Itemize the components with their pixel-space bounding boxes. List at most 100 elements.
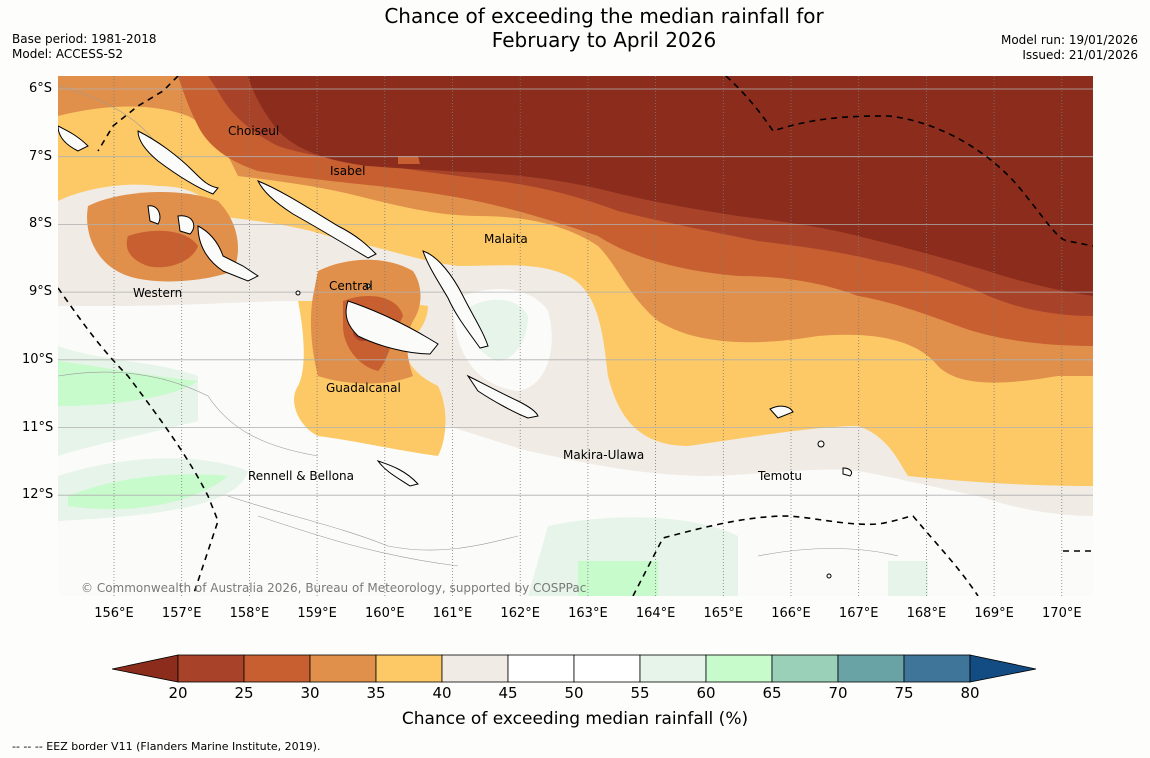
colorbar-tick-label: 45 [498,684,518,702]
colorbar-segment [837,654,905,683]
base-period: Base period: 1981-2018 [12,32,157,46]
island [817,440,825,448]
eez-border-line [97,76,179,152]
map-title: Chance of exceeding the median rainfall … [0,4,1150,52]
longitude-label: 169°E [974,606,1014,621]
title-line-1: Chance of exceeding the median rainfall … [384,4,824,28]
islands [58,125,853,579]
longitude-label: 164°E [635,606,676,621]
contour-line [227,495,519,551]
island [295,290,301,296]
longitude-label: 162°E [500,606,540,621]
zone-60-65 [68,474,228,510]
region-labels: Choiseul Isabel Malaita Central Western … [133,124,802,483]
zone-25-30 [126,230,198,268]
colorbar-extend-low [112,654,179,683]
island-rennell [376,460,419,487]
region-label-rennell-bellona: Rennell & Bellona [248,469,354,483]
longitude-label: 168°E [906,606,947,621]
contour-line [757,548,899,557]
island-isabel [256,180,377,259]
latitude-label: 9°S [28,284,52,300]
eez-border-line [58,287,219,596]
colorbar-tick-label: 80 [960,684,980,702]
island [842,467,853,477]
latitude-label: 8°S [28,216,52,232]
contour-line [58,371,319,457]
zone-below-20 [248,76,1093,296]
contour-line [58,85,159,147]
region-label-western: Western [133,286,182,300]
island-guadalcanal [345,300,439,355]
colorbar-segment [903,654,971,683]
graticule [58,76,1093,596]
model-run: Model run: 19/01/2026 [1000,33,1138,47]
colorbar-tick-label: 50 [564,684,584,702]
colorbar-segment [243,654,311,683]
region-label-isabel: Isabel [330,164,365,178]
model-name: Model: ACCESS-S2 [12,47,124,61]
zone-60-65 [578,561,658,596]
longitude-label: 163°E [568,606,608,621]
colorbar-tick-label: 20 [168,684,188,702]
longitude-label: 159°E [297,606,337,621]
region-label-makira-ulawa: Makira-Ulawa [563,448,644,462]
colorbar-segment [507,654,575,683]
island [826,573,832,579]
colorbar-segment [573,654,641,683]
region-label-choiseul: Choiseul [228,124,279,138]
region-label-guadalcanal: Guadalcanal [326,381,401,395]
island-makira [466,374,539,419]
colorbar-segment [639,654,707,683]
colorbar-tick-label: 30 [300,684,320,702]
longitude-label: 167°E [838,606,879,621]
contour-lines [58,85,899,567]
colorbar-extend-high [969,654,1037,683]
latitude-label: 7°S [28,148,52,164]
copyright-note: © Commonwealth of Australia 2026, Bureau… [81,581,586,595]
colorbar-tick-label: 60 [696,684,716,702]
longitude-label: 161°E [432,606,473,621]
meta-left: Base period: 1981-2018 Model: ACCESS-S2 [12,32,157,62]
colorbar [112,654,1037,683]
title-line-2: February to April 2026 [491,28,717,52]
colorbar-tick-label: 75 [894,684,914,702]
region-label-malaita: Malaita [484,232,528,246]
zone-55-60 [888,561,928,596]
issued-date: Issued: 21/01/2026 [1022,48,1138,62]
colorbar-segment [441,654,509,683]
island [58,125,89,152]
latitude-label: 6°S [28,81,52,96]
colorbar-tick-label: 55 [630,684,650,702]
eez-border-line [632,515,979,596]
eez-border [58,76,1093,596]
latitude-label: 11°S [22,419,54,435]
island [365,283,371,289]
colorbar-label: Chance of exceeding median rainfall (%) [401,709,749,729]
longitude-label: 156°E [94,606,134,621]
colorbar-segment [375,654,443,683]
colorbar-tick-label: 40 [432,684,452,702]
longitude-label: 170°E [1042,606,1082,621]
longitude-label: 157°E [161,606,202,621]
colorbar-segment [705,654,773,683]
latitude-label: 10°S [22,351,54,367]
rainfall-map: Choiseul Isabel Malaita Central Western … [58,76,1093,596]
island-temotu [769,405,794,419]
latitude-label: 12°S [22,487,54,503]
contour-line [257,515,459,567]
zone-25-30 [398,156,420,164]
meta-right: Model run: 19/01/2026 Issued: 21/01/2026 [1001,33,1138,63]
island-new-georgia [147,205,259,282]
longitude-label: 166°E [771,606,811,621]
region-label-central: Central [329,279,373,293]
region-label-temotu: Temotu [757,469,802,483]
island-malaita [422,250,489,349]
longitude-label: 160°E [365,606,405,621]
colorbar-segment [309,654,377,683]
longitude-label: 165°E [703,606,744,621]
colorbar-segment [771,654,839,683]
colorbar-tick-label: 25 [234,684,254,702]
colorbar-tick-label: 65 [762,684,782,702]
island-choiseul [137,130,219,195]
